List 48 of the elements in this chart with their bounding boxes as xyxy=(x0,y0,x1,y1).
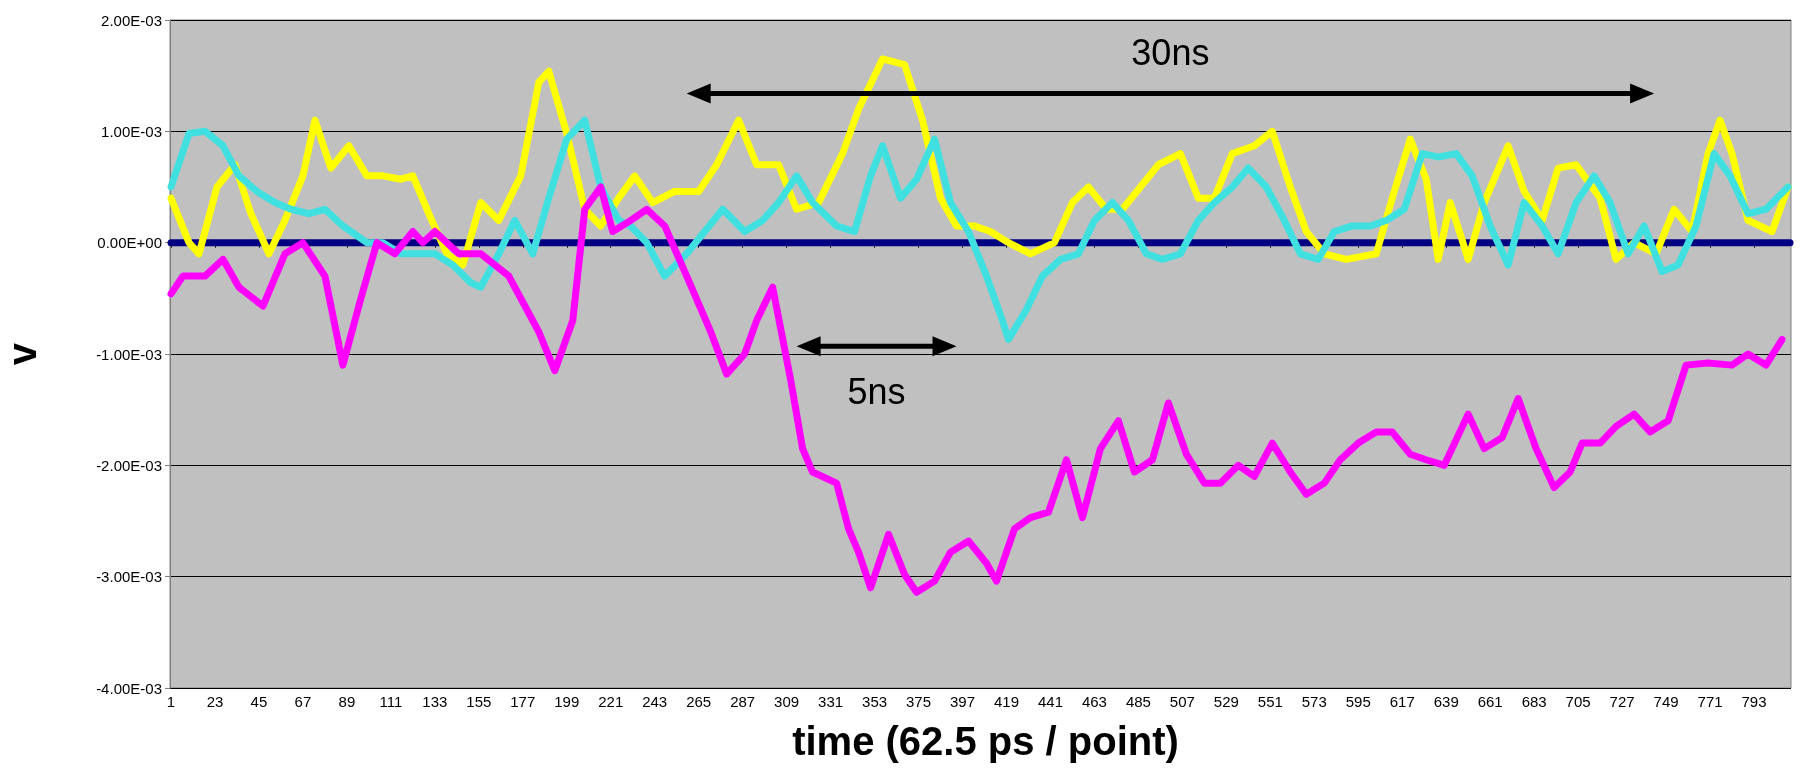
y-tick-label: -2.00E-03 xyxy=(96,456,162,474)
x-tick-label: 221 xyxy=(598,693,624,710)
x-tick-label: 727 xyxy=(1609,693,1635,710)
x-tick-label: 23 xyxy=(206,693,224,710)
y-tick-label: -4.00E-03 xyxy=(96,679,162,697)
x-tick-label: 111 xyxy=(379,693,403,710)
x-tick-label: 243 xyxy=(642,693,668,710)
x-tick-label: 353 xyxy=(862,693,888,710)
x-tick-label: 551 xyxy=(1257,693,1283,710)
x-tick-label: 507 xyxy=(1169,693,1195,710)
x-tick-label: 45 xyxy=(250,693,268,710)
x-tick-label: 529 xyxy=(1213,693,1239,710)
x-tick-label: 177 xyxy=(510,693,536,710)
x-tick-label: 705 xyxy=(1565,693,1591,710)
x-tick-label: 573 xyxy=(1301,693,1327,710)
x-tick-label: 595 xyxy=(1345,693,1371,710)
x-tick-label: 397 xyxy=(950,693,976,710)
x-tick-label: 419 xyxy=(993,693,1019,710)
y-tick-label: -1.00E-03 xyxy=(96,345,162,363)
x-tick-label: 793 xyxy=(1741,693,1767,710)
x-tick-label: 67 xyxy=(294,693,312,710)
x-tick-label: 133 xyxy=(422,693,448,710)
x-tick-label: 1 xyxy=(166,693,176,710)
x-tick-label: 441 xyxy=(1037,693,1063,710)
x-tick-label: 155 xyxy=(466,693,492,710)
y-axis-title: v xyxy=(0,342,44,366)
x-tick-label: 639 xyxy=(1433,693,1459,710)
x-tick-label: 375 xyxy=(906,693,932,710)
x-tick-label: 265 xyxy=(686,693,712,710)
x-axis-title: time (62.5 ps / point) xyxy=(792,719,1179,763)
annotation: 30ns xyxy=(1131,32,1210,73)
x-tick-label: 331 xyxy=(818,693,844,710)
y-tick-label: 2.00E-03 xyxy=(101,11,162,29)
x-tick-label: 89 xyxy=(338,693,356,710)
y-tick-label: 1.00E-03 xyxy=(101,122,162,140)
x-tick-label: 485 xyxy=(1125,693,1151,710)
x-tick-label: 617 xyxy=(1389,693,1415,710)
x-tick-label: 771 xyxy=(1697,693,1723,710)
x-tick-label: 309 xyxy=(774,693,800,710)
x-tick-label: 683 xyxy=(1521,693,1547,710)
x-tick-label: 287 xyxy=(730,693,756,710)
x-tick-label: 463 xyxy=(1081,693,1107,710)
annotation: 5ns xyxy=(847,370,906,412)
x-tick-label: 661 xyxy=(1477,693,1503,710)
y-tick-label: 0.00E+00 xyxy=(97,234,162,252)
x-tick-label: 749 xyxy=(1653,693,1679,710)
x-tick-label: 199 xyxy=(554,693,580,710)
y-tick-label: -3.00E-03 xyxy=(96,568,162,586)
